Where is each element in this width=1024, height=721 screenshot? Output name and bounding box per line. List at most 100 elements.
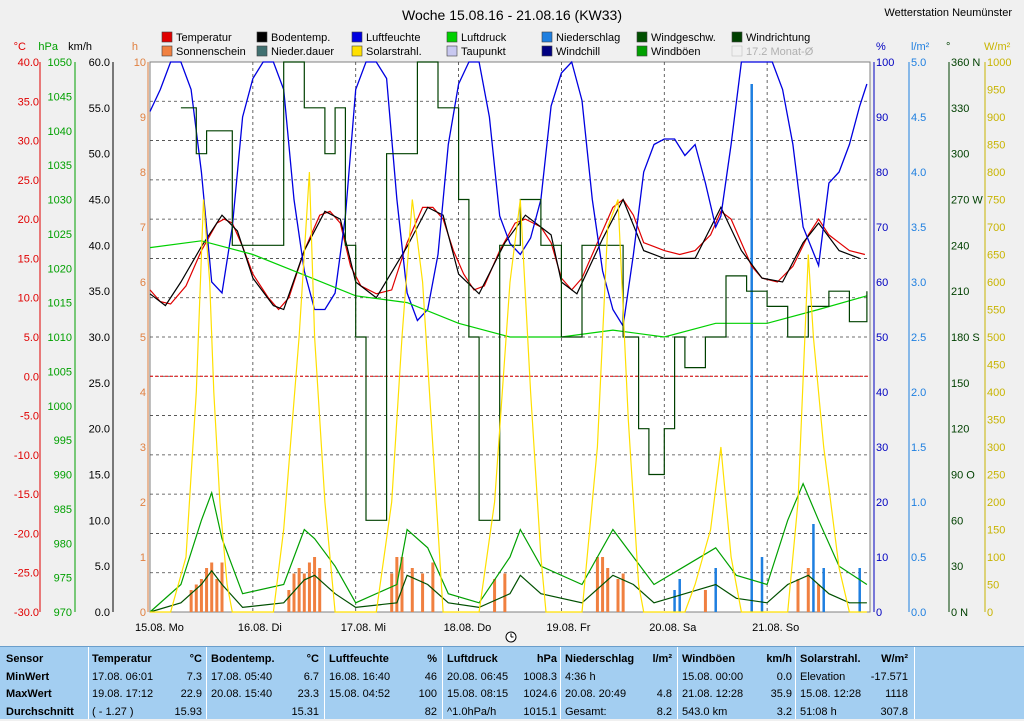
legend-label: Windgeschw. xyxy=(651,32,716,44)
solar-axis-tick: 200 xyxy=(987,497,1005,509)
stats-row-label: MinWert xyxy=(6,669,84,687)
legend-swatch xyxy=(542,46,552,56)
legend-swatch xyxy=(162,32,172,42)
stats-value: 46 xyxy=(425,669,437,687)
rain-bar xyxy=(761,557,764,612)
legend-label: Windböen xyxy=(651,46,701,58)
press-axis-tick: 1040 xyxy=(48,126,72,138)
legend-swatch xyxy=(447,46,457,56)
hum-axis-tick: 30 xyxy=(876,442,888,454)
hum-axis-tick: 70 xyxy=(876,222,888,234)
stats-detail: 16.08. 16:40 xyxy=(329,671,390,683)
stats-value: 22.9 xyxy=(181,686,202,704)
dir-axis-tick: 180 S xyxy=(951,332,980,344)
legend-swatch xyxy=(162,46,172,56)
sunshine-bar xyxy=(390,574,393,613)
sun-axis-tick: 7 xyxy=(140,222,146,234)
solar-axis-tick: 350 xyxy=(987,415,1005,427)
rain-axis-tick: 4.5 xyxy=(911,112,926,124)
dir-axis-tick: 240 xyxy=(951,240,969,252)
sunshine-bar xyxy=(308,563,311,613)
stats-unit: °C xyxy=(190,651,202,669)
rain-axis-tick: 3.5 xyxy=(911,222,926,234)
sunshine-bar xyxy=(704,590,707,612)
legend-swatch xyxy=(637,32,647,42)
legend-label: Luftfeuchte xyxy=(366,32,420,44)
stats-unit: l/m² xyxy=(652,651,672,669)
x-axis-label: 15.08. Mo xyxy=(135,622,184,634)
sunshine-bar xyxy=(298,568,301,612)
rain-axis-tick: 2.0 xyxy=(911,387,926,399)
stats-value: 100 xyxy=(419,686,437,704)
press-axis-unit: hPa xyxy=(38,41,58,53)
stats-unit: km/h xyxy=(766,651,792,669)
wind-axis-tick: 25.0 xyxy=(89,378,110,390)
wind-axis-tick: 35.0 xyxy=(89,286,110,298)
sun-axis-tick: 6 xyxy=(140,277,146,289)
sunshine-bar xyxy=(596,557,599,612)
sunshine-bar xyxy=(421,574,424,613)
solar-axis-tick: 600 xyxy=(987,277,1005,289)
stats-value: 82 xyxy=(425,704,437,721)
wind-axis-tick: 5.0 xyxy=(95,561,110,573)
sunshine-bar xyxy=(215,579,218,612)
stats-separator xyxy=(677,647,678,719)
sunshine-bar xyxy=(606,568,609,612)
stats-separator xyxy=(795,647,796,719)
solar-axis-unit: W/m² xyxy=(984,41,1011,53)
chart-title: Woche 15.08.16 - 21.08.16 (KW33) xyxy=(402,7,622,23)
sun-axis-tick: 3 xyxy=(140,442,146,454)
press-axis-tick: 980 xyxy=(54,538,72,550)
temp-axis-tick: -20.0 xyxy=(14,528,39,540)
press-axis-tick: 995 xyxy=(54,435,72,447)
sunshine-bar xyxy=(318,568,321,612)
sun-axis-tick: 8 xyxy=(140,167,146,179)
wind-axis-tick: 40.0 xyxy=(89,240,110,252)
sun-axis-tick: 10 xyxy=(134,57,146,69)
stats-unit: % xyxy=(427,651,437,669)
stats-detail: 17.08. 05:40 xyxy=(211,671,272,683)
solar-axis-tick: 400 xyxy=(987,387,1005,399)
wind-axis-tick: 60.0 xyxy=(89,57,110,69)
stats-row-label: Durchschnitt xyxy=(6,704,84,721)
legend-label: Luftdruck xyxy=(461,32,507,44)
press-axis-tick: 990 xyxy=(54,470,72,482)
stats-detail: 15.08. 08:15 xyxy=(447,688,508,700)
hum-axis-tick: 50 xyxy=(876,332,888,344)
press-axis-tick: 1015 xyxy=(48,298,72,310)
temp-axis-unit: °C xyxy=(14,41,26,53)
sunshine-bar xyxy=(205,568,208,612)
x-axis-label: 19.08. Fr xyxy=(546,622,590,634)
stats-value: 8.2 xyxy=(657,704,672,721)
stats-detail: 15.08. 04:52 xyxy=(329,688,390,700)
legend-label: Windchill xyxy=(556,46,600,58)
wind-axis-tick: 55.0 xyxy=(89,103,110,115)
sun-axis-tick: 5 xyxy=(140,332,146,344)
legend-label: Solarstrahl. xyxy=(366,46,422,58)
press-axis-tick: 1020 xyxy=(48,263,72,275)
solar-axis-tick: 250 xyxy=(987,470,1005,482)
wind-axis-tick: 30.0 xyxy=(89,332,110,344)
solar-axis-tick: 150 xyxy=(987,525,1005,537)
stats-detail: 19.08. 17:12 xyxy=(92,688,153,700)
stats-detail: 543.0 km xyxy=(682,706,727,718)
temp-axis-tick: 15.0 xyxy=(18,253,39,265)
temp-axis-tick: -15.0 xyxy=(14,489,39,501)
sunshine-bar xyxy=(807,568,810,612)
solar-axis-tick: 850 xyxy=(987,140,1005,152)
rain-axis-tick: 1.5 xyxy=(911,442,926,454)
sun-axis-tick: 0 xyxy=(140,607,146,619)
stats-value: 1015.1 xyxy=(523,704,557,721)
x-axis-label: 20.08. Sa xyxy=(649,622,697,634)
stats-value: 1118 xyxy=(885,686,908,704)
stats-value: 1024.6 xyxy=(523,686,557,704)
dir-axis-tick: 150 xyxy=(951,378,969,390)
legend-label: Windrichtung xyxy=(746,32,810,44)
rain-axis-tick: 4.0 xyxy=(911,167,926,179)
temp-axis-tick: 10.0 xyxy=(18,293,39,305)
